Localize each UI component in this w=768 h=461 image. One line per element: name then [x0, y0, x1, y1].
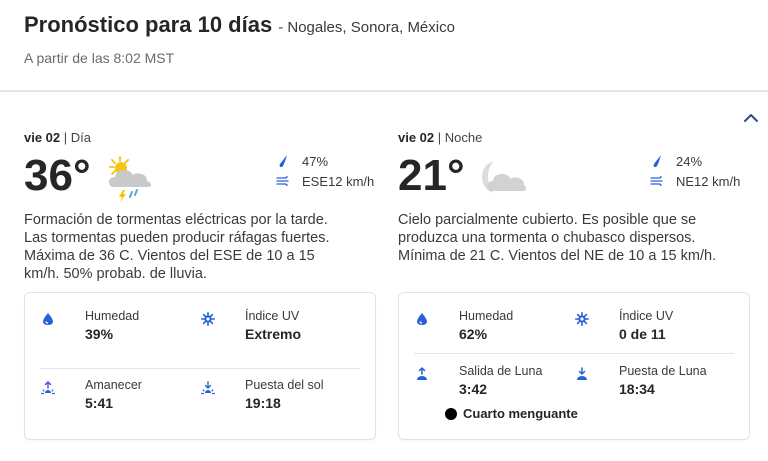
- moonset-label: Puesta de Luna: [619, 364, 707, 378]
- moonrise-value: 3:42: [459, 381, 488, 397]
- day-temperature: 36°: [24, 151, 91, 200]
- page-title: Pronóstico para 10 días: [24, 12, 273, 37]
- night-forecast-panel: vie 02 | Noche 21° 24%: [398, 130, 750, 265]
- day-description: Formación de tormentas eléctricas por la…: [24, 212, 330, 282]
- sunrise-value: 5:41: [85, 395, 114, 411]
- day-period: Día: [70, 130, 92, 145]
- night-side-stats: 24% NE12 km/h: [650, 151, 750, 191]
- day-precip: 47%: [276, 151, 376, 171]
- moonrise-icon: [417, 367, 427, 380]
- wind-icon: [276, 175, 289, 187]
- card-divider: [40, 368, 360, 369]
- day-side-stats: 47% ESE12 km/h: [276, 151, 376, 191]
- location-label: - Nogales, Sonora, México: [278, 19, 455, 36]
- sunset-icon: [201, 381, 215, 395]
- humidity-value: 39%: [85, 326, 114, 342]
- raindrop-icon: [653, 155, 661, 168]
- night-temperature: 21°: [398, 151, 465, 200]
- humidity-label: Humedad: [459, 309, 514, 323]
- chevron-up-icon: [744, 114, 758, 122]
- wind-icon: [650, 175, 663, 187]
- moon-phase-icon: [445, 407, 457, 420]
- sunrise-icon: [41, 381, 55, 395]
- sun-cloud-thunderstorm-icon: [109, 156, 151, 202]
- uv-sun-icon: [575, 312, 589, 326]
- day-date: vie 02: [24, 130, 61, 145]
- uv-label: Índice UV: [619, 309, 674, 323]
- forecast-header: Pronóstico para 10 días - Nogales, Sonor…: [24, 12, 455, 66]
- night-precip-value: 24%: [676, 153, 703, 169]
- uv-label: Índice UV: [245, 309, 300, 323]
- humidity-drop-icon: [417, 313, 427, 325]
- moon-phase-label: Cuarto menguante: [463, 406, 578, 421]
- day-date-line: vie 02 | Día: [24, 130, 376, 145]
- sunrise-label: Amanecer: [85, 378, 142, 392]
- humidity-value: 62%: [459, 326, 488, 342]
- night-date-line: vie 02 | Noche: [398, 130, 750, 145]
- night-wind: NE12 km/h: [650, 171, 750, 191]
- day-details-card: Humedad 39% Índice UV Extremo Amanecer: [24, 292, 376, 440]
- uv-sun-icon: [201, 312, 215, 326]
- date-separator: |: [63, 130, 68, 145]
- night-precip: 24%: [650, 151, 750, 171]
- day-wind-value: ESE12 km/h: [302, 173, 375, 189]
- collapse-button[interactable]: [740, 108, 762, 128]
- night-details-card: Humedad 62% Índice UV 0 de 11 Salida de …: [398, 292, 750, 440]
- card-divider: [414, 353, 734, 354]
- uv-value: 0 de 11: [619, 326, 666, 342]
- humidity-label: Humedad: [85, 309, 140, 323]
- night-description: Cielo parcialmente cubierto. Es posible …: [398, 212, 717, 264]
- sunset-label: Puesta del sol: [245, 378, 324, 392]
- night-date: vie 02: [398, 130, 435, 145]
- moon-cloud-icon: [482, 161, 526, 193]
- day-precip-value: 47%: [302, 153, 329, 169]
- raindrop-icon: [279, 155, 287, 168]
- uv-value: Extremo: [245, 326, 302, 342]
- date-separator: |: [437, 130, 442, 145]
- night-wind-value: NE12 km/h: [676, 173, 741, 189]
- day-forecast-panel: vie 02 | Día 36° 47%: [24, 130, 376, 283]
- moonrise-label: Salida de Luna: [459, 364, 543, 378]
- moonset-icon: [577, 367, 587, 380]
- updated-time: A partir de las 8:02 MST: [24, 50, 175, 66]
- header-divider: [0, 90, 768, 92]
- day-wind: ESE12 km/h: [276, 171, 376, 191]
- night-period: Noche: [444, 130, 483, 145]
- humidity-drop-icon: [43, 313, 53, 325]
- moon-phase: Cuarto menguante: [445, 406, 578, 421]
- sunset-value: 19:18: [245, 395, 281, 411]
- moonset-value: 18:34: [619, 381, 655, 397]
